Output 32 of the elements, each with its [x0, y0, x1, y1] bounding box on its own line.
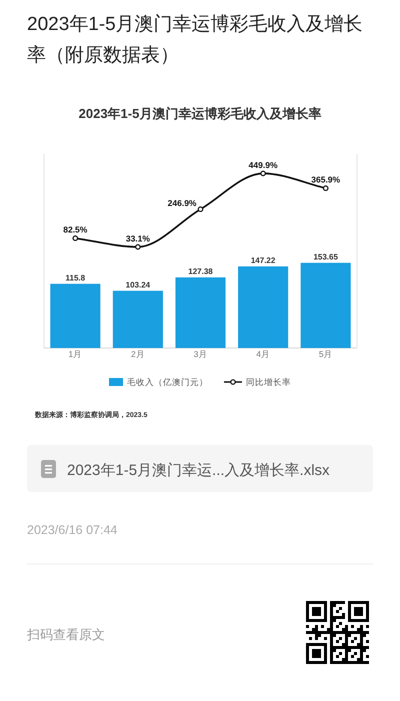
x-tick-label: 5月: [318, 349, 333, 359]
text: 2023年1-5月澳门幸运博彩毛收入及增长率（附原数据表）: [27, 13, 363, 66]
data-label: 82.5%: [63, 224, 88, 235]
bar: [112, 290, 163, 348]
bar: [175, 277, 226, 348]
text: 2023年1-5月澳门幸运...入及增长率.xlsx: [67, 462, 330, 479]
data-label: 246.9%: [168, 198, 197, 208]
point: [260, 170, 266, 176]
point: [72, 235, 78, 242]
bar: [238, 266, 288, 348]
text: 2023/6/16 07:44: [27, 523, 118, 537]
data-label: 127.38: [188, 266, 214, 276]
bar: [300, 262, 351, 348]
point: [135, 244, 141, 250]
data-label: 103.24: [126, 280, 151, 290]
data-label: 365.9%: [311, 174, 341, 185]
x-tick-label: 2月: [131, 349, 145, 359]
legend-label: 同比增长率: [246, 377, 291, 387]
x-tick-label: 4月: [256, 349, 270, 359]
point: [322, 185, 328, 192]
bar: [50, 284, 100, 348]
text: 扫码查看原文: [26, 627, 105, 642]
data-label: 33.1%: [126, 233, 150, 244]
legend-label: 毛收入（亿澳门元）: [127, 377, 208, 387]
data-label: 147.22: [250, 256, 276, 265]
data-label: 449.9%: [248, 160, 278, 170]
data-label: 153.65: [313, 252, 338, 262]
x-tick-label: 1月: [68, 349, 82, 359]
point: [198, 206, 204, 212]
data-label: 115.8: [66, 273, 86, 282]
x-tick-label: 3月: [194, 349, 208, 359]
chart-title: 2023年1-5月澳门幸运博彩毛收入及增长率: [78, 106, 322, 121]
